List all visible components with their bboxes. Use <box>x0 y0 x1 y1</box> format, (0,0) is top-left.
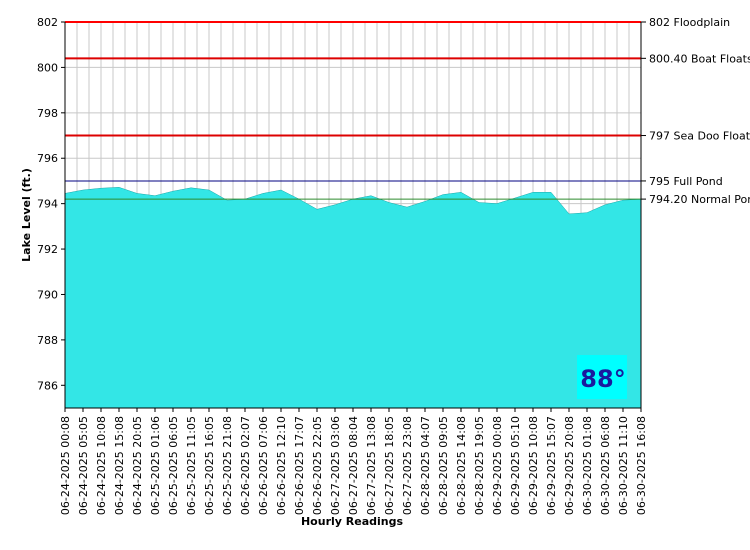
y-tick-label: 786 <box>37 379 58 392</box>
y-tick-label: 794 <box>37 198 58 211</box>
reference-label: 795 Full Pond <box>649 175 723 188</box>
x-tick-label: 06-26-2025 07:06 <box>257 416 270 515</box>
y-tick-label: 798 <box>37 107 58 120</box>
x-tick-label: 06-29-2025 00:08 <box>491 416 504 515</box>
y-tick-label: 796 <box>37 152 58 165</box>
x-tick-label: 06-26-2025 12:10 <box>275 416 288 515</box>
y-tick-label: 788 <box>37 334 58 347</box>
reference-label: 797 Sea Doo Floats <box>649 130 750 143</box>
x-tick-label: 06-27-2025 03:06 <box>329 416 342 515</box>
x-tick-label: 06-27-2025 23:08 <box>401 416 414 515</box>
x-tick-label: 06-29-2025 15:07 <box>545 416 558 515</box>
x-tick-label: 06-30-2025 01:08 <box>581 416 594 515</box>
reference-label: 802 Floodplain <box>649 16 730 29</box>
x-tick-label: 06-25-2025 01:06 <box>149 416 162 515</box>
x-tick-label: 06-25-2025 16:05 <box>203 416 216 515</box>
y-axis-ticks: 786 788 790 792 794 796 798 800 802 <box>37 16 65 392</box>
x-tick-label: 06-30-2025 06:08 <box>599 416 612 515</box>
lake-level-area <box>64 187 642 409</box>
temperature-value: 88° <box>580 365 625 393</box>
x-tick-label: 06-24-2025 10:08 <box>95 416 108 515</box>
x-tick-label: 06-27-2025 13:08 <box>365 416 378 515</box>
y-tick-label: 802 <box>37 16 58 29</box>
x-tick-label: 06-26-2025 02:07 <box>239 416 252 515</box>
x-tick-label: 06-25-2025 11:05 <box>185 416 198 515</box>
x-axis-ticks: 06-24-2025 00:08 06-24-2025 05:05 06-24-20… <box>59 408 648 515</box>
y-tick-label: 792 <box>37 243 58 256</box>
temperature-badge-bg <box>577 355 627 399</box>
temperature-badge: 88° <box>577 355 627 399</box>
x-axis-title: Hourly Readings <box>301 515 403 528</box>
x-tick-label: 06-26-2025 17:07 <box>293 416 306 515</box>
reference-lines: 802 Floodplain 800.40 Boat Floats 797 Sea … <box>65 16 750 206</box>
x-tick-label: 06-27-2025 08:04 <box>347 416 360 515</box>
x-tick-label: 06-30-2025 16:08 <box>635 416 648 515</box>
x-tick-label: 06-28-2025 19:05 <box>473 416 486 515</box>
x-tick-label: 06-25-2025 21:08 <box>221 416 234 515</box>
x-tick-label: 06-26-2025 22:05 <box>311 416 324 515</box>
y-axis-title: Lake Level (ft.) <box>20 168 33 262</box>
x-tick-label: 06-24-2025 05:05 <box>77 416 90 515</box>
reference-label: 794.20 Normal Pond <box>649 193 750 206</box>
x-tick-label: 06-24-2025 15:08 <box>113 416 126 515</box>
x-tick-label: 06-28-2025 09:05 <box>437 416 450 515</box>
x-tick-label: 06-28-2025 14:08 <box>455 416 468 515</box>
x-tick-label: 06-30-2025 11:10 <box>617 416 630 515</box>
x-tick-label: 06-28-2025 04:07 <box>419 416 432 515</box>
x-tick-label: 06-29-2025 05:10 <box>509 416 522 515</box>
x-tick-label: 06-29-2025 20:08 <box>563 416 576 515</box>
x-tick-label: 06-24-2025 00:08 <box>59 416 72 515</box>
y-tick-label: 800 <box>37 61 58 74</box>
x-tick-label: 06-27-2025 18:05 <box>383 416 396 515</box>
reference-label: 800.40 Boat Floats <box>649 52 750 65</box>
x-tick-label: 06-24-2025 20:05 <box>131 416 144 515</box>
x-tick-label: 06-29-2025 10:08 <box>527 416 540 515</box>
x-tick-label: 06-25-2025 06:05 <box>167 416 180 515</box>
y-tick-label: 790 <box>37 288 58 301</box>
